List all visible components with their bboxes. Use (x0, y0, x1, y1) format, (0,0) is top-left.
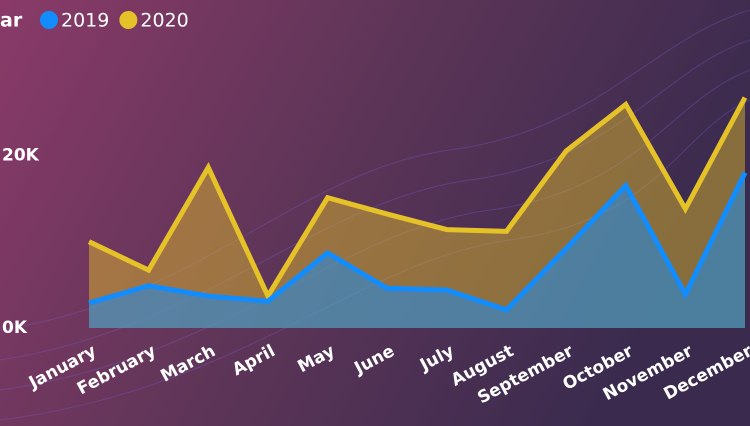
line (88, 171, 748, 313)
legend-marker (119, 11, 138, 29)
y-tick-label: 20K (2, 145, 40, 165)
legend-label: 2020 (140, 10, 188, 32)
line (87, 96, 748, 302)
area (89, 172, 745, 328)
mesh-line (0, 9, 750, 331)
legend-label: 2019 (61, 10, 109, 32)
y-tick-label: 0K (2, 318, 28, 338)
legend-marker (40, 11, 58, 29)
mesh-line (0, 69, 750, 391)
mesh-line (0, 99, 750, 421)
legend-title: ar (0, 10, 23, 32)
